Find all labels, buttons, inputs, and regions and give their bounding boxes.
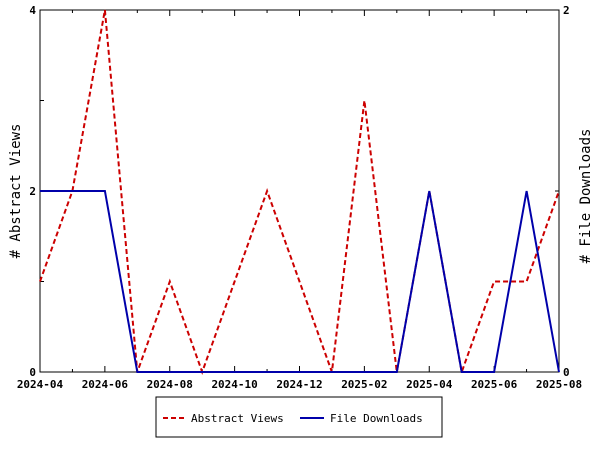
y-tick-label-right: 2 — [563, 4, 570, 17]
series-line-abstract-views — [39, 9, 560, 376]
series-line-file-downloads — [40, 190, 560, 373]
x-tick-label: 2024-08 — [147, 378, 193, 391]
x-tick-label: 2024-12 — [276, 378, 322, 391]
x-tick-label: 2025-04 — [406, 378, 453, 391]
y-axis-left-title: # Abstract Views — [8, 124, 24, 259]
y-tick-label-right: 0 — [563, 366, 570, 379]
x-tick-label: 2025-06 — [471, 378, 518, 391]
legend: Abstract Views File Downloads — [155, 396, 443, 438]
legend-label-file-downloads: File Downloads — [330, 412, 423, 425]
x-tick-label: 2024-10 — [211, 378, 257, 391]
y-tick-label-left: 2 — [29, 185, 36, 198]
legend-label-abstract-views: Abstract Views — [191, 412, 284, 425]
legend-box — [155, 396, 443, 438]
x-axis-ticks: 2024-04 2024-06 2024-08 2024-10 2024-12 2025-… — [17, 10, 582, 391]
x-tick-label: 2024-06 — [82, 378, 129, 391]
y-tick-label-left: 4 — [29, 4, 36, 17]
x-tick-label: 2025-02 — [341, 378, 387, 391]
y-axis-right-ticks: 02 — [555, 4, 570, 379]
y-axis-right-title: # File Downloads — [578, 129, 594, 264]
series-layer — [39, 9, 560, 376]
x-tick-label: 2025-08 — [536, 378, 582, 391]
y-tick-label-left: 0 — [29, 366, 36, 379]
x-tick-label: 2024-04 — [17, 378, 64, 391]
